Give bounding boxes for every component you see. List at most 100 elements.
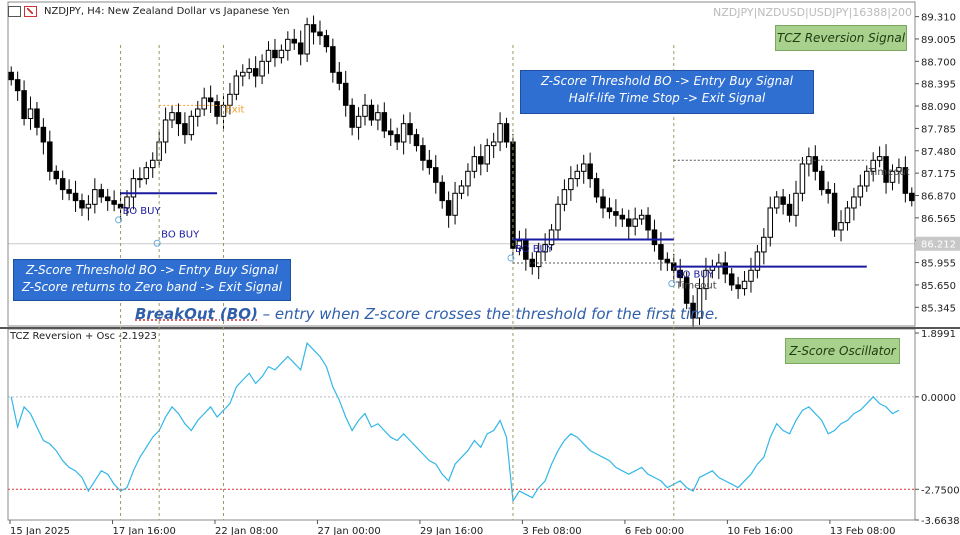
candle-body (130, 178, 137, 198)
price-tick-label: 85.345 (921, 303, 956, 314)
candle-body (92, 189, 98, 205)
candle-body (85, 203, 92, 209)
buy-arrow-icon (668, 280, 676, 288)
candle-body (818, 170, 825, 191)
candle-body (864, 170, 870, 187)
candle-body (876, 156, 883, 161)
symbol-title: NZDJPY, H4: New Zealand Dollar vs Japane… (44, 6, 290, 17)
oscillator-plot (8, 341, 915, 503)
candle-body (741, 280, 748, 290)
candle-body (638, 214, 645, 220)
buy-arrow-icon (153, 239, 161, 247)
osc-tick-label: -3.6638 (921, 516, 960, 527)
candle-body (124, 196, 130, 209)
candle-body (658, 244, 664, 260)
date-tick-label: 27 Jan 00:00 (317, 526, 380, 535)
candle-body (72, 192, 79, 202)
candle-body (773, 196, 780, 209)
timeout-label: Timeout (868, 167, 910, 178)
candle-body (59, 178, 66, 191)
candle-body (104, 196, 111, 202)
candle-body (838, 222, 844, 231)
osc-label-box: Z-Score Oscillator (785, 338, 900, 364)
date-tick-label: 15 Jan 2025 (10, 526, 70, 535)
price-tick-label: 89.310 (921, 13, 956, 24)
candle-body (111, 200, 117, 205)
candle-body (497, 123, 503, 143)
candle-body (889, 170, 896, 183)
price-tick-label: 86.870 (921, 191, 956, 202)
candle-body (761, 236, 767, 253)
price-tick-label: 87.480 (921, 147, 956, 158)
price-tick-label: 85.650 (921, 281, 956, 292)
caption: BreakOut (BO) – entry when Z-score cross… (135, 305, 719, 323)
indicator-title: TCZ Reversion + Osc -2.1923 (10, 331, 157, 342)
candle-body (149, 159, 156, 169)
candle-body (207, 97, 214, 103)
candle-body (304, 24, 310, 55)
rule-right-line-2: Half-life Time Stop -> Exit Signal (568, 91, 766, 105)
indicator-icon[interactable] (24, 6, 37, 17)
candle-body (490, 141, 497, 147)
date-tick-label: 10 Feb 16:00 (727, 526, 793, 535)
candle-body (14, 79, 21, 92)
candle-body (593, 178, 600, 198)
caption-rest: – entry when Z-score crosses the thresho… (257, 305, 719, 323)
candle-body (478, 156, 484, 165)
osc-tick-label: 1.8991 (921, 329, 956, 340)
candle-body (516, 240, 523, 249)
candle-body (433, 167, 439, 183)
price-tick-label: 87.175 (921, 169, 956, 180)
zscore-line (10, 341, 900, 503)
candle-body (317, 31, 323, 37)
osc-frame (7, 328, 916, 521)
candle-body (484, 145, 490, 165)
price-candles (8, 15, 915, 329)
candle-body (574, 170, 581, 180)
candle-body (677, 269, 683, 279)
candle-body (355, 115, 362, 128)
rule-box-right: Z-Score Threshold BO -> Entry Buy Signal… (520, 70, 814, 114)
window-icon[interactable] (8, 6, 21, 17)
candle-body (175, 112, 182, 125)
candle-body (452, 192, 458, 216)
date-tick-label: 13 Feb 08:00 (830, 526, 896, 535)
current-price-tag (916, 236, 960, 251)
bo-buy-label: BO BUY (515, 244, 554, 255)
candle-body (580, 163, 587, 172)
candle-body (53, 170, 59, 180)
candle-body (330, 46, 336, 73)
candle-body (162, 119, 169, 143)
candle-body (632, 218, 638, 227)
main-label-box: TCZ Reversion Signal (775, 25, 907, 51)
candle-body (458, 185, 465, 194)
candle-body (664, 258, 671, 264)
candle-body (342, 82, 349, 106)
main-frame (7, 1, 916, 327)
candle-body (407, 123, 413, 136)
candle-body (297, 42, 304, 55)
candle-body (735, 284, 741, 290)
candle-body (233, 75, 240, 95)
candle-body (445, 200, 452, 216)
candle-body (767, 207, 774, 238)
symbols-list: NZDJPY|NZDUSD|USDJPY|16388|200 (713, 6, 912, 19)
candle-body (683, 277, 690, 304)
candle-body (625, 218, 632, 227)
timeout-label: Timeout (675, 281, 717, 292)
date-tick-label: 6 Feb 00:00 (625, 526, 684, 535)
rule-box-left: Z-Score Threshold BO -> Entry Buy Signal… (13, 259, 291, 301)
candle-body (561, 189, 568, 205)
candle-body (336, 71, 343, 84)
candle-body (66, 189, 72, 194)
candle-body (471, 156, 478, 172)
candle-body (535, 251, 542, 268)
candle-body (143, 167, 150, 180)
candle-body (387, 130, 394, 136)
candle-body (169, 112, 175, 121)
candle-body (240, 71, 246, 77)
candle-body (606, 207, 613, 213)
current-price-label: 86.212 (921, 240, 956, 251)
price-tick-label: 88.090 (921, 102, 956, 113)
candle-body (600, 196, 606, 209)
